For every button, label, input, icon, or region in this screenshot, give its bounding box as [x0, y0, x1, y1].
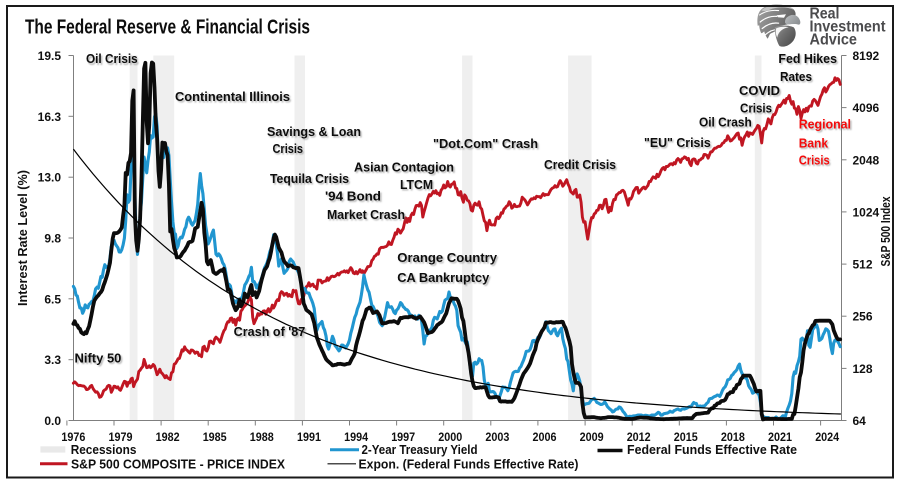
svg-text:2006: 2006 — [533, 430, 557, 444]
svg-text:2-Year Treasury Yield: 2-Year Treasury Yield — [362, 443, 478, 457]
svg-text:Interest Rate Level (%): Interest Rate Level (%) — [16, 170, 30, 306]
svg-text:2009: 2009 — [580, 430, 604, 444]
svg-text:S&P 500 COMPOSITE - PRICE INDE: S&P 500 COMPOSITE - PRICE INDEX — [71, 458, 286, 472]
svg-text:4096: 4096 — [853, 101, 880, 115]
svg-text:2048: 2048 — [853, 153, 880, 167]
svg-text:2015: 2015 — [674, 430, 698, 444]
svg-text:1994: 1994 — [344, 430, 368, 444]
svg-text:The Federal Reserve & Financia: The Federal Reserve & Financial Crisis — [25, 17, 310, 39]
svg-text:Crisis: Crisis — [740, 102, 772, 116]
svg-text:Federal Funds Effective Rate: Federal Funds Effective Rate — [627, 443, 797, 457]
svg-text:"EU" Crisis: "EU" Crisis — [644, 136, 711, 150]
svg-text:Nifty 50: Nifty 50 — [75, 352, 122, 366]
svg-text:2000: 2000 — [438, 430, 462, 444]
svg-text:512: 512 — [853, 258, 873, 272]
svg-text:"Dot.Com" Crash: "Dot.Com" Crash — [433, 137, 538, 151]
svg-text:3.3: 3.3 — [44, 353, 61, 367]
svg-text:'94 Bond: '94 Bond — [325, 190, 381, 204]
svg-text:Investment: Investment — [810, 19, 886, 36]
svg-text:16.3: 16.3 — [38, 110, 62, 124]
svg-text:Credit Crisis: Credit Crisis — [544, 158, 616, 172]
svg-text:1982: 1982 — [156, 430, 180, 444]
svg-text:1991: 1991 — [297, 430, 321, 444]
svg-text:Savings & Loan: Savings & Loan — [267, 125, 361, 139]
svg-text:Advice: Advice — [810, 32, 858, 49]
svg-text:128: 128 — [853, 362, 873, 376]
svg-text:Crisis: Crisis — [273, 142, 304, 156]
svg-text:19.5: 19.5 — [38, 49, 62, 63]
svg-text:1976: 1976 — [61, 430, 85, 444]
svg-text:9.8: 9.8 — [44, 232, 61, 246]
svg-text:0.0: 0.0 — [44, 414, 61, 428]
svg-text:64: 64 — [853, 414, 867, 428]
svg-text:Crisis: Crisis — [799, 154, 830, 168]
svg-text:LTCM: LTCM — [400, 178, 433, 192]
svg-text:Tequila Crisis: Tequila Crisis — [270, 172, 349, 186]
svg-text:Real: Real — [810, 6, 840, 23]
svg-text:Crash of '87: Crash of '87 — [234, 325, 306, 339]
svg-text:Oil Crash: Oil Crash — [699, 116, 752, 130]
svg-text:Market Crash: Market Crash — [327, 208, 405, 222]
svg-text:2021: 2021 — [768, 430, 792, 444]
svg-text:Rates: Rates — [780, 70, 812, 84]
svg-text:CA Bankruptcy: CA Bankruptcy — [397, 271, 489, 285]
svg-text:Oil Crisis: Oil Crisis — [86, 52, 138, 66]
svg-text:13.0: 13.0 — [38, 171, 62, 185]
svg-text:1985: 1985 — [203, 430, 227, 444]
svg-text:256: 256 — [853, 310, 873, 324]
svg-text:2003: 2003 — [485, 430, 509, 444]
svg-text:Expon. (Federal Funds Effectiv: Expon. (Federal Funds Effective Rate) — [359, 458, 579, 472]
svg-text:Orange Country: Orange Country — [397, 251, 497, 265]
svg-text:Regional: Regional — [799, 118, 851, 132]
svg-text:6.5: 6.5 — [44, 292, 61, 306]
svg-text:Asian Contagion: Asian Contagion — [354, 161, 454, 175]
svg-text:COVID: COVID — [739, 84, 780, 98]
svg-text:2012: 2012 — [627, 430, 651, 444]
svg-text:1988: 1988 — [250, 430, 274, 444]
svg-text:2024: 2024 — [815, 430, 839, 444]
svg-text:Continental Illinois: Continental Illinois — [175, 90, 290, 104]
svg-text:8192: 8192 — [853, 49, 880, 63]
svg-text:Recessions: Recessions — [71, 443, 137, 457]
svg-text:1997: 1997 — [391, 430, 415, 444]
svg-text:1024: 1024 — [853, 205, 880, 219]
svg-text:Fed Hikes: Fed Hikes — [778, 52, 837, 66]
svg-text:S&P 500 Index: S&P 500 Index — [878, 196, 893, 267]
svg-text:1979: 1979 — [109, 430, 133, 444]
svg-text:2018: 2018 — [721, 430, 745, 444]
svg-text:Bank: Bank — [799, 137, 828, 151]
